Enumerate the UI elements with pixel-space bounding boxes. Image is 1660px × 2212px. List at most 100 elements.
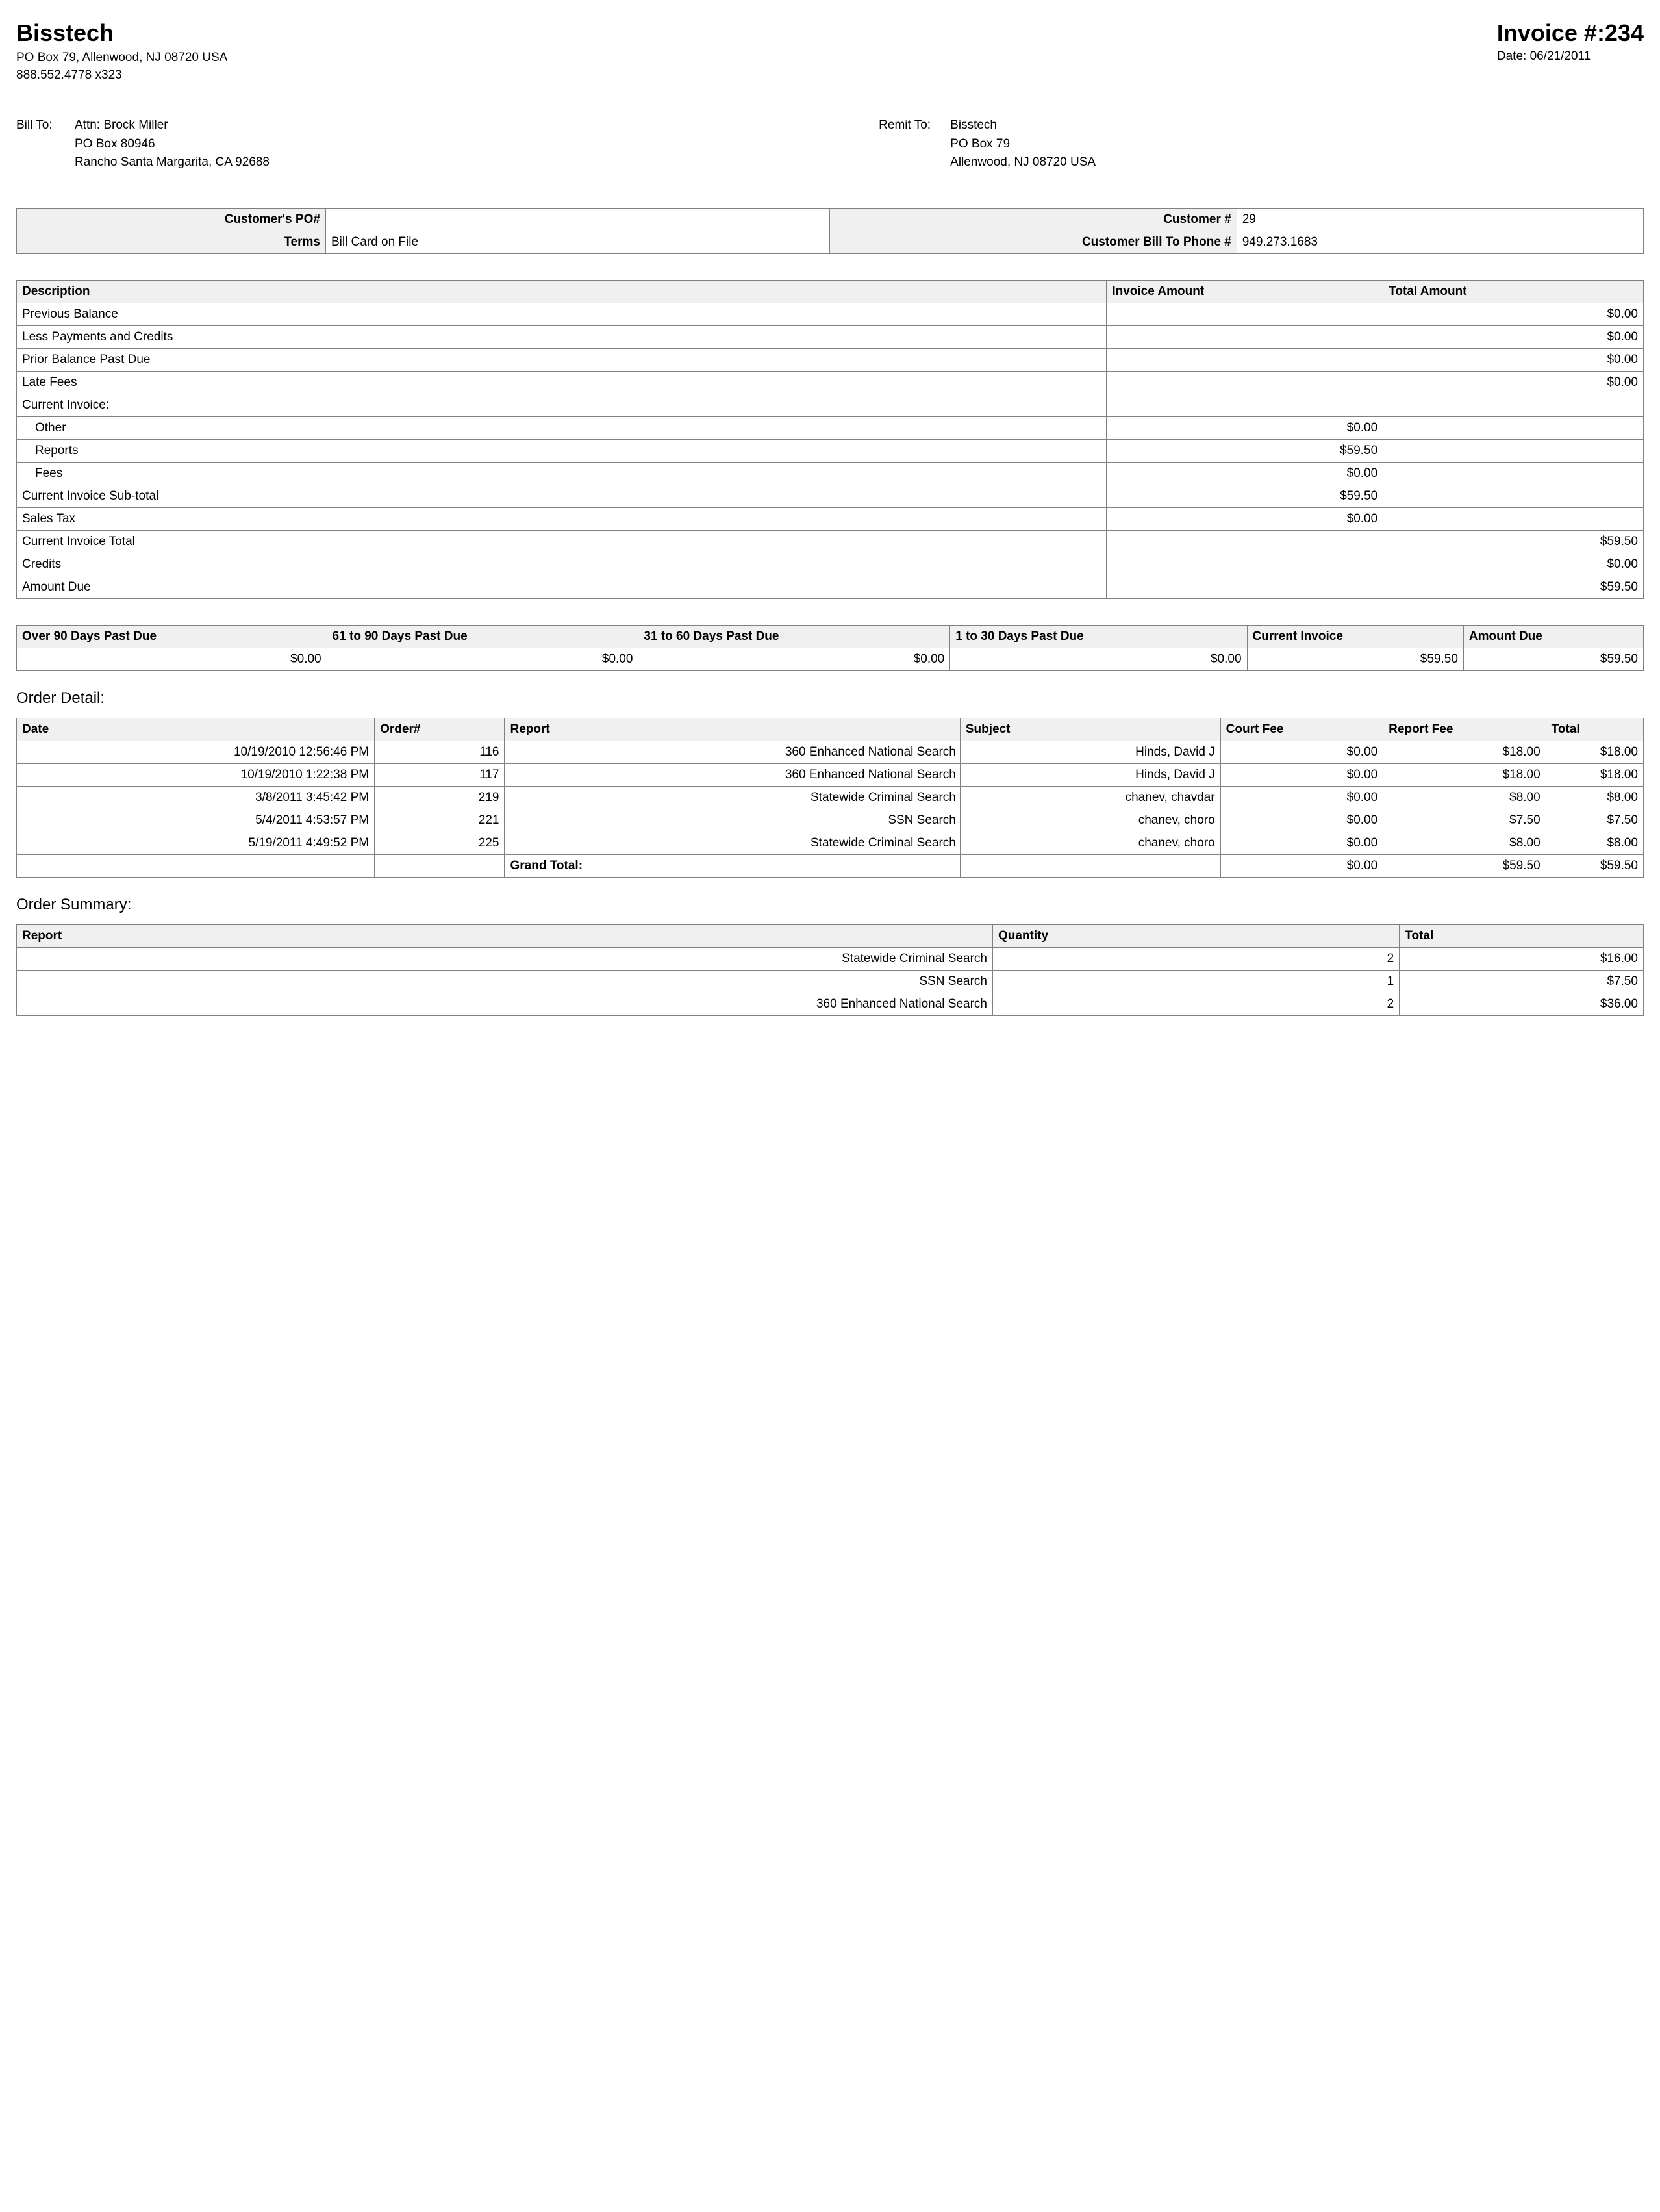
aging-value: $59.50	[1463, 648, 1643, 670]
po-label: Customer's PO#	[17, 208, 326, 231]
order-detail-table: DateOrder#ReportSubjectCourt FeeReport F…	[16, 718, 1644, 878]
aging-header: 61 to 90 Days Past Due	[327, 625, 638, 648]
detail-cell: chanev, chavdar	[960, 786, 1220, 809]
desc-cell-total-amount	[1383, 462, 1644, 485]
bill-to-line1: Attn: Brock Miller	[75, 116, 270, 135]
aging-header: Amount Due	[1463, 625, 1643, 648]
terms-label: Terms	[17, 231, 326, 253]
desc-cell-description: Other	[17, 416, 1107, 439]
detail-header: Report	[505, 718, 960, 741]
detail-cell: 5/4/2011 4:53:57 PM	[17, 809, 375, 832]
summary-header: Total	[1400, 924, 1644, 947]
detail-cell: $7.50	[1546, 809, 1643, 832]
detail-cell: Hinds, David J	[960, 741, 1220, 763]
detail-cell: Hinds, David J	[960, 763, 1220, 786]
po-value	[325, 208, 830, 231]
aging-value: $59.50	[1247, 648, 1463, 670]
summary-cell: 2	[993, 947, 1400, 970]
cust-num-label: Customer #	[830, 208, 1237, 231]
detail-header: Report Fee	[1383, 718, 1546, 741]
bill-to-line3: Rancho Santa Margarita, CA 92688	[75, 153, 270, 172]
detail-cell: 117	[375, 763, 505, 786]
desc-cell-description: Late Fees	[17, 371, 1107, 394]
aging-header: Over 90 Days Past Due	[17, 625, 327, 648]
desc-cell-description: Reports	[17, 439, 1107, 462]
desc-cell-invoice-amount	[1107, 325, 1383, 348]
desc-cell-total-amount	[1383, 507, 1644, 530]
aging-header: 1 to 30 Days Past Due	[950, 625, 1247, 648]
remit-to-line3: Allenwood, NJ 08720 USA	[950, 153, 1096, 172]
cust-num-value: 29	[1237, 208, 1643, 231]
aging-value: $0.00	[950, 648, 1247, 670]
order-summary-table: ReportQuantityTotal Statewide Criminal S…	[16, 924, 1644, 1016]
desc-cell-description: Current Invoice Sub-total	[17, 485, 1107, 507]
detail-header: Total	[1546, 718, 1643, 741]
detail-cell: SSN Search	[505, 809, 960, 832]
desc-cell-total-amount	[1383, 485, 1644, 507]
detail-cell: $18.00	[1546, 763, 1643, 786]
detail-cell: $0.00	[1220, 809, 1383, 832]
detail-cell: 219	[375, 786, 505, 809]
detail-cell: 221	[375, 809, 505, 832]
desc-cell-invoice-amount	[1107, 303, 1383, 325]
detail-grand-blank	[17, 854, 375, 877]
desc-cell-description: Credits	[17, 553, 1107, 576]
desc-cell-description: Sales Tax	[17, 507, 1107, 530]
detail-cell: Statewide Criminal Search	[505, 786, 960, 809]
company-name: Bisstech	[16, 19, 227, 47]
summary-cell: 1	[993, 970, 1400, 993]
detail-cell: 116	[375, 741, 505, 763]
summary-header: Report	[17, 924, 993, 947]
terms-value: Bill Card on File	[325, 231, 830, 253]
desc-cell-invoice-amount: $0.00	[1107, 507, 1383, 530]
desc-cell-total-amount: $0.00	[1383, 325, 1644, 348]
detail-grand-value: $59.50	[1546, 854, 1643, 877]
desc-cell-invoice-amount: $59.50	[1107, 439, 1383, 462]
remit-to-line2: PO Box 79	[950, 135, 1096, 154]
detail-grand-value: $59.50	[1383, 854, 1546, 877]
detail-cell: $8.00	[1546, 832, 1643, 854]
summary-cell: $36.00	[1400, 993, 1644, 1015]
detail-cell: 5/19/2011 4:49:52 PM	[17, 832, 375, 854]
detail-header: Order#	[375, 718, 505, 741]
bill-to-label: Bill To:	[16, 116, 75, 172]
billto-phone-value: 949.273.1683	[1237, 231, 1643, 253]
desc-cell-total-amount: $0.00	[1383, 303, 1644, 325]
detail-cell: $8.00	[1383, 832, 1546, 854]
detail-cell: 360 Enhanced National Search	[505, 741, 960, 763]
aging-value: $0.00	[327, 648, 638, 670]
desc-cell-description: Prior Balance Past Due	[17, 348, 1107, 371]
desc-cell-description: Current Invoice Total	[17, 530, 1107, 553]
company-phone: 888.552.4778 x323	[16, 67, 227, 84]
desc-cell-invoice-amount	[1107, 530, 1383, 553]
remit-to-label: Remit To:	[879, 116, 950, 172]
detail-cell: 3/8/2011 3:45:42 PM	[17, 786, 375, 809]
detail-grand-value: $0.00	[1220, 854, 1383, 877]
desc-cell-description: Current Invoice:	[17, 394, 1107, 416]
aging-header: 31 to 60 Days Past Due	[638, 625, 950, 648]
desc-cell-invoice-amount: $0.00	[1107, 462, 1383, 485]
desc-cell-total-amount: $59.50	[1383, 576, 1644, 598]
desc-cell-invoice-amount: $59.50	[1107, 485, 1383, 507]
detail-cell: $0.00	[1220, 786, 1383, 809]
detail-cell: 360 Enhanced National Search	[505, 763, 960, 786]
summary-cell: 2	[993, 993, 1400, 1015]
detail-cell: 10/19/2010 12:56:46 PM	[17, 741, 375, 763]
remit-to-line1: Bisstech	[950, 116, 1096, 135]
detail-cell: $18.00	[1546, 741, 1643, 763]
detail-header: Date	[17, 718, 375, 741]
detail-cell: $0.00	[1220, 763, 1383, 786]
detail-cell: $7.50	[1383, 809, 1546, 832]
detail-cell: chanev, choro	[960, 809, 1220, 832]
desc-cell-invoice-amount	[1107, 371, 1383, 394]
summary-header: Quantity	[993, 924, 1400, 947]
desc-cell-invoice-amount	[1107, 553, 1383, 576]
desc-header-description: Description	[17, 280, 1107, 303]
desc-header-invoice-amount: Invoice Amount	[1107, 280, 1383, 303]
desc-cell-description: Less Payments and Credits	[17, 325, 1107, 348]
summary-cell: Statewide Criminal Search	[17, 947, 993, 970]
desc-cell-total-amount: $59.50	[1383, 530, 1644, 553]
desc-cell-total-amount: $0.00	[1383, 348, 1644, 371]
order-summary-title: Order Summary:	[16, 896, 1644, 914]
detail-cell: $0.00	[1220, 741, 1383, 763]
